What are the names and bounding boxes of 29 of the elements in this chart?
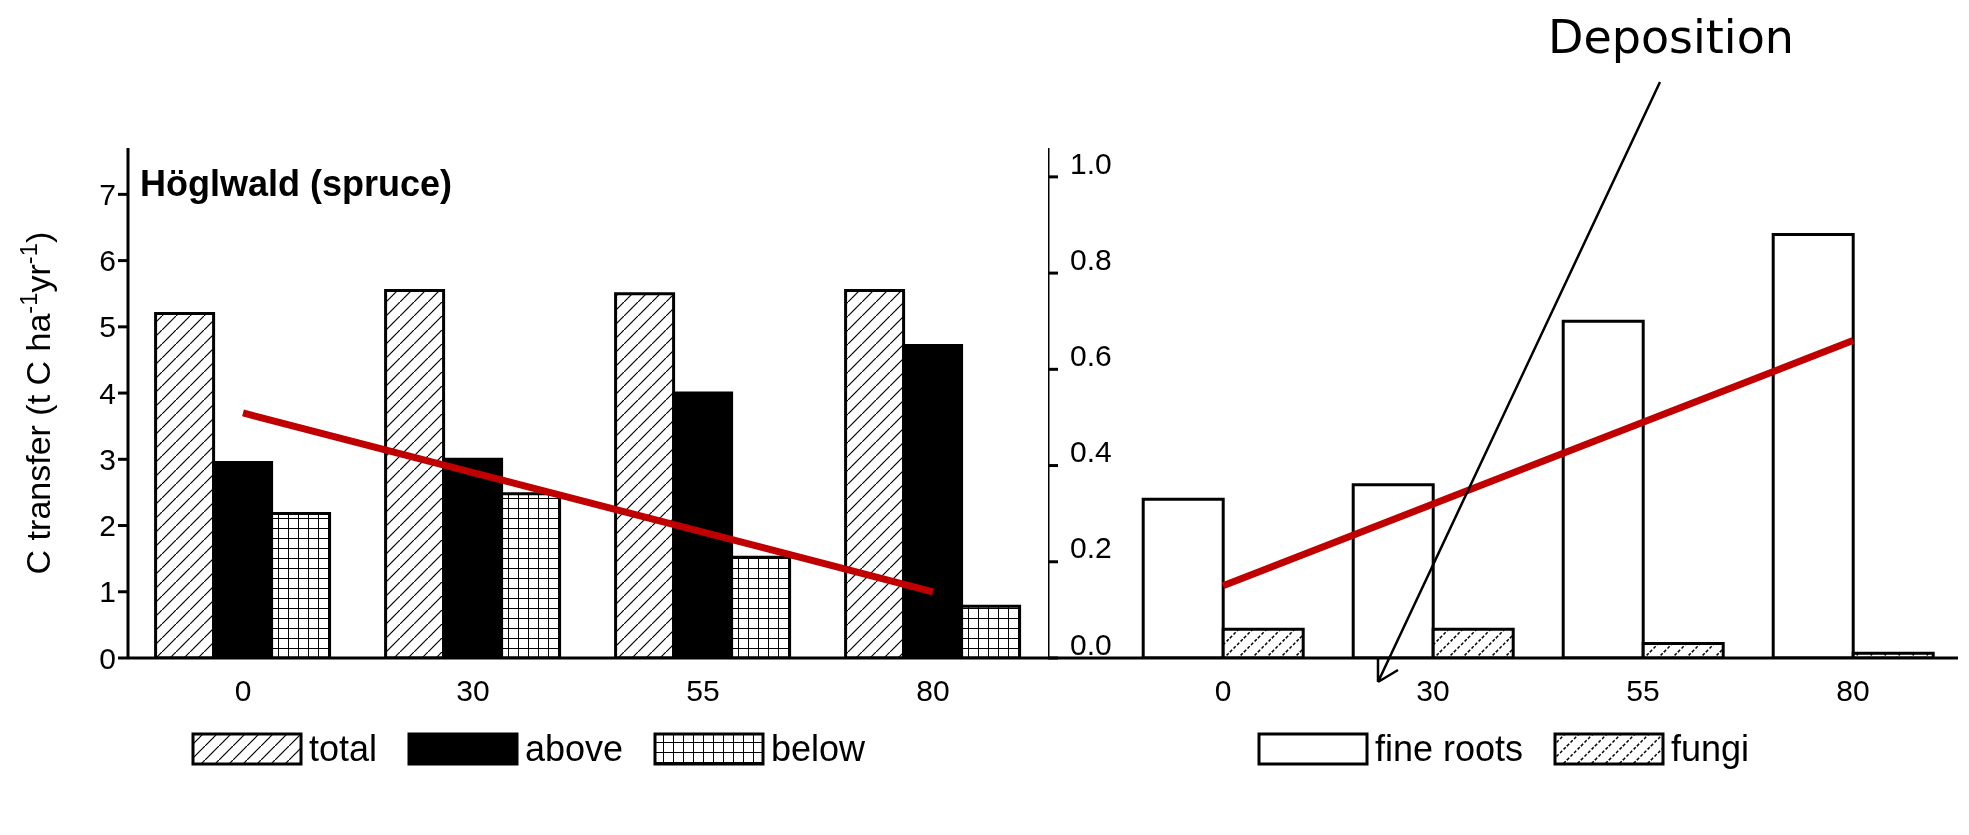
x-tick-label: 55 bbox=[1626, 674, 1660, 708]
y-tick-label: 0.2 bbox=[1070, 531, 1112, 565]
x-tick-label: 30 bbox=[456, 674, 490, 708]
y-tick-label: 6 bbox=[99, 244, 116, 278]
y-tick-label: 1.0 bbox=[1070, 146, 1112, 180]
y-tick-label: 4 bbox=[99, 376, 116, 410]
y-tick-label: 0.4 bbox=[1070, 435, 1112, 469]
y-tick-label: 5 bbox=[99, 310, 116, 344]
legend-label: total bbox=[308, 728, 377, 770]
chart-title: Höglwald (spruce) bbox=[140, 163, 453, 204]
x-tick-label: 55 bbox=[686, 674, 720, 708]
legend-label: fungi bbox=[1671, 728, 1750, 770]
y-tick-label: 1 bbox=[99, 575, 116, 609]
x-tick-label: 80 bbox=[1836, 674, 1870, 708]
legend-label: above bbox=[524, 728, 624, 770]
y-tick-label: 2 bbox=[99, 509, 116, 543]
x-tick-label: 80 bbox=[916, 674, 950, 708]
x-tick-label: 30 bbox=[1416, 674, 1450, 708]
y-tick-label: 0 bbox=[99, 641, 116, 675]
y-tick-label: 0.6 bbox=[1070, 338, 1112, 372]
y-tick-label: 3 bbox=[99, 442, 116, 476]
legend-label: fine roots bbox=[1374, 728, 1523, 770]
x-tick-label: 0 bbox=[1214, 674, 1232, 708]
x-tick-label: 0 bbox=[234, 674, 252, 708]
legend-label: below bbox=[771, 728, 866, 770]
y-tick-label: 0.0 bbox=[1070, 627, 1112, 661]
y-tick-label: 0.8 bbox=[1070, 242, 1112, 276]
text: Deposition bbox=[1548, 10, 1794, 64]
y-tick-label: 7 bbox=[99, 178, 116, 212]
